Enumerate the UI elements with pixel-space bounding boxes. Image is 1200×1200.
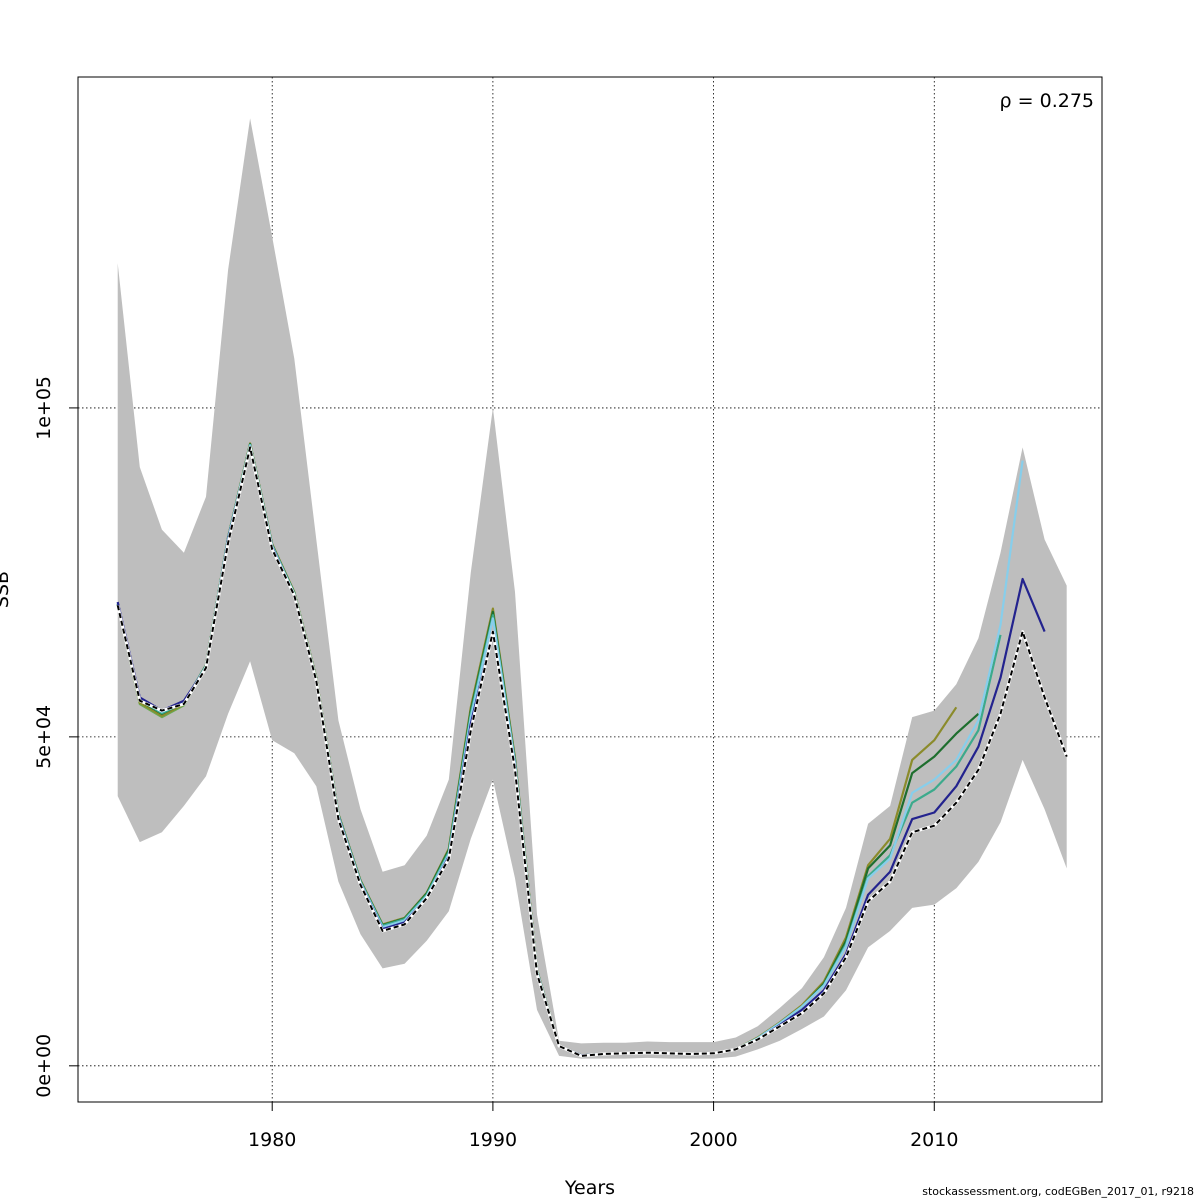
- y-axis-title: SSB: [0, 571, 13, 608]
- x-tick-label: 2010: [910, 1129, 958, 1151]
- y-axis: 0e+00 5e+04 1e+05: [33, 376, 78, 1098]
- footer-credit: stockassessment.org, codEGBen_2017_01, r…: [922, 1185, 1194, 1198]
- y-tick-label: 1e+05: [33, 376, 55, 440]
- x-tick-label: 1990: [469, 1129, 517, 1151]
- x-tick-label: 1980: [248, 1129, 296, 1151]
- y-tick-label: 5e+04: [33, 705, 55, 769]
- x-tick-label: 2000: [689, 1129, 737, 1151]
- series-line-0: [116, 446, 1068, 1057]
- x-axis-title: Years: [564, 1177, 615, 1199]
- rho-annotation: ρ = 0.275: [1000, 90, 1094, 112]
- x-axis: 1980 1990 2000 2010: [248, 1102, 958, 1151]
- confidence-band: [117, 118, 1067, 1059]
- plot-frame: [77, 76, 1103, 1103]
- series-lines: [116, 442, 1069, 1058]
- y-tick-label: 0e+00: [33, 1034, 55, 1098]
